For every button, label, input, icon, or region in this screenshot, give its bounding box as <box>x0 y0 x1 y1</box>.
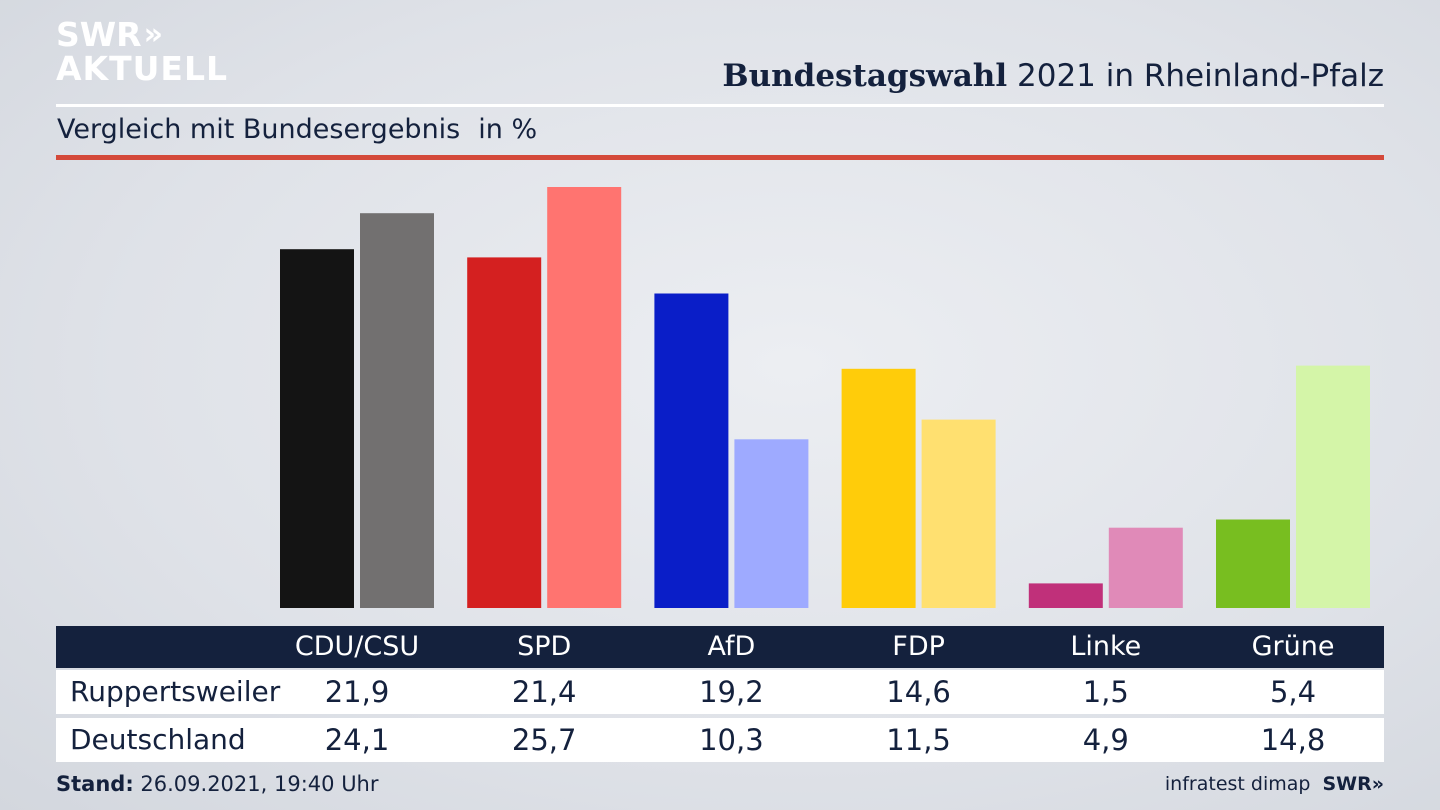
subtitle: Vergleich mit Bundesergebnis in % <box>57 114 537 145</box>
column-header-cdu-csu: CDU/CSU <box>294 631 420 662</box>
value-linke-deutschland: 4,9 <box>1082 723 1129 757</box>
bar-linke-deutschland <box>1108 527 1183 608</box>
value-gruene-deutschland: 14,8 <box>1260 723 1326 757</box>
swr-footer-logo: SWR» <box>1322 773 1384 795</box>
value-afd-deutschland: 10,3 <box>699 723 764 757</box>
bar-fdp-ruppertsweiler <box>841 368 916 608</box>
table-row: Deutschland 24,1 25,7 10,3 11,5 4,9 14,8 <box>56 718 1384 762</box>
value-gruene-ruppertsweiler: 5,4 <box>1269 675 1317 709</box>
value-fdp-deutschland: 11,5 <box>886 723 951 757</box>
swr-aktuell-logo: SWR» AKTUELL <box>56 18 228 86</box>
value-spd-deutschland: 25,7 <box>511 723 577 757</box>
logo-swr-text: SWR <box>56 15 142 54</box>
value-fdp-ruppertsweiler: 14,6 <box>886 675 951 709</box>
column-header-fdp: FDP <box>892 631 945 662</box>
bar-gruene-deutschland <box>1296 365 1370 608</box>
bar-gruene-ruppertsweiler <box>1216 519 1290 608</box>
bar-cdu-csu-ruppertsweiler <box>280 249 354 608</box>
results-table: CDU/CSU SPD AfD FDP Linke Grüne Ruppertsweile… <box>56 626 1384 762</box>
column-header-afd: AfD <box>707 631 756 662</box>
bar-afd-deutschland <box>734 439 809 608</box>
title-bold: Bundestagswahl <box>722 58 1008 94</box>
value-spd-ruppertsweiler: 21,4 <box>511 675 577 709</box>
value-linke-ruppertsweiler: 1,5 <box>1082 675 1129 709</box>
bar-spd-deutschland <box>547 187 622 608</box>
column-header-gruene: Grüne <box>1251 631 1335 662</box>
table-header: CDU/CSU SPD AfD FDP Linke Grüne <box>56 626 1384 668</box>
value-afd-ruppertsweiler: 19,2 <box>699 675 764 709</box>
subtitle-text: Vergleich mit Bundesergebnis <box>57 114 461 145</box>
title-rest: 2021 in Rheinland-Pfalz <box>1017 58 1384 94</box>
row-label-local: Ruppertsweiler <box>70 675 281 708</box>
table-row: Ruppertsweiler 21,9 21,4 19,2 14,6 1,5 5,4 <box>56 670 1384 714</box>
bar-spd-ruppertsweiler <box>467 257 542 608</box>
stand-value: 26.09.2021, 19:40 Uhr <box>140 772 379 796</box>
unit-label: in % <box>478 114 538 145</box>
bar-chart <box>280 187 1370 608</box>
bar-afd-ruppertsweiler <box>654 293 729 608</box>
bar-fdp-deutschland <box>921 419 996 608</box>
timestamp: Stand: 26.09.2021, 19:40 Uhr <box>56 772 379 796</box>
page-title: Bundestagswahl 2021 in Rheinland-Pfalz <box>722 58 1384 94</box>
bar-cdu-csu-deutschland <box>360 213 434 608</box>
column-header-linke: Linke <box>1070 631 1142 662</box>
value-cdu-csu-deutschland: 24,1 <box>324 723 390 757</box>
value-cdu-csu-ruppertsweiler: 21,9 <box>324 675 390 709</box>
title-divider <box>56 104 1384 107</box>
bar-linke-ruppertsweiler <box>1028 583 1103 608</box>
source-credit: infratest dimap SWR» <box>1165 773 1384 795</box>
stand-label: Stand: <box>56 772 134 796</box>
column-header-spd: SPD <box>517 631 572 662</box>
source-text: infratest dimap <box>1164 773 1311 795</box>
row-label-national: Deutschland <box>70 723 246 756</box>
logo-aktuell-text: AKTUELL <box>56 49 229 88</box>
subtitle-divider <box>56 155 1384 160</box>
